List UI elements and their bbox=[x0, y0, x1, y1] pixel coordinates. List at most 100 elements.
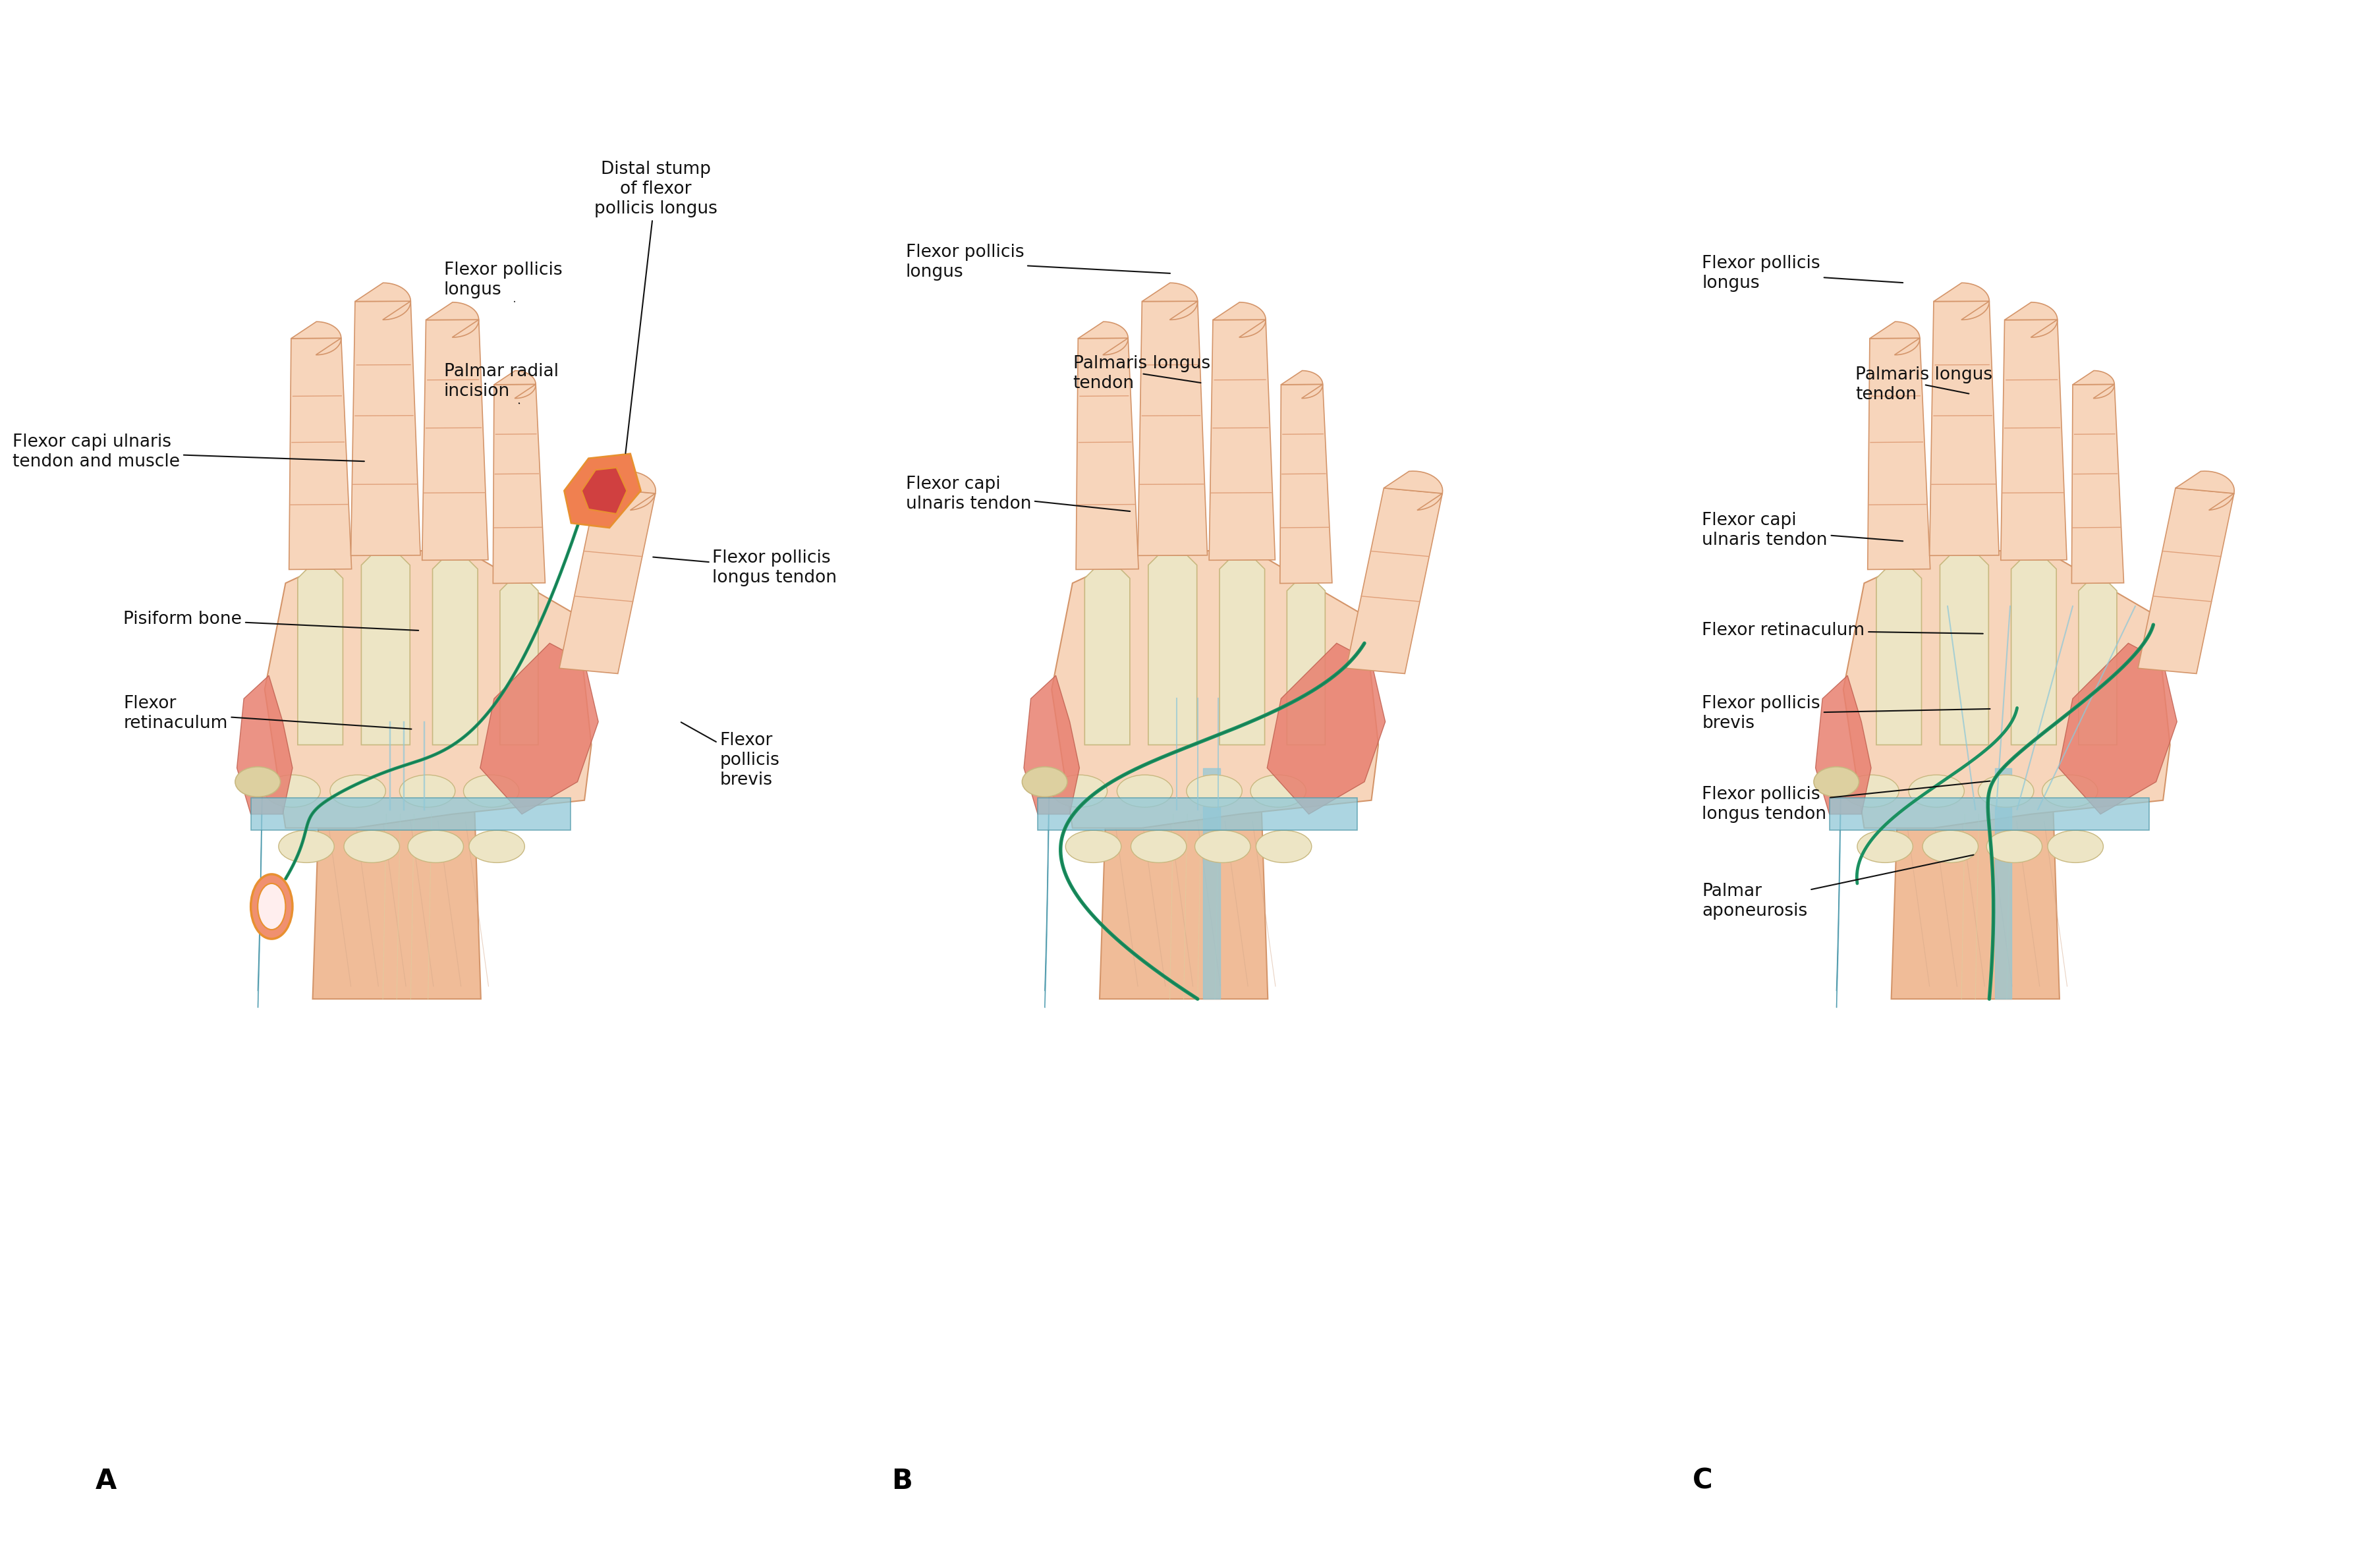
Text: Pisiform bone: Pisiform bone bbox=[123, 612, 417, 630]
Polygon shape bbox=[1816, 676, 1872, 814]
Text: Flexor pollicis
longus tendon: Flexor pollicis longus tendon bbox=[1702, 781, 1990, 823]
Polygon shape bbox=[1148, 555, 1198, 745]
Ellipse shape bbox=[1250, 775, 1306, 808]
Polygon shape bbox=[2080, 583, 2117, 745]
Polygon shape bbox=[314, 768, 481, 999]
Text: Flexor pollicis
longus: Flexor pollicis longus bbox=[443, 262, 561, 301]
Polygon shape bbox=[1210, 320, 1276, 560]
Ellipse shape bbox=[1186, 775, 1243, 808]
Ellipse shape bbox=[1118, 775, 1172, 808]
Polygon shape bbox=[290, 321, 342, 354]
Polygon shape bbox=[1384, 470, 1443, 510]
Ellipse shape bbox=[465, 775, 519, 808]
Ellipse shape bbox=[1052, 775, 1108, 808]
Text: Distal stump
of flexor
pollicis longus: Distal stump of flexor pollicis longus bbox=[594, 160, 717, 453]
Polygon shape bbox=[1280, 384, 1332, 583]
Polygon shape bbox=[1141, 282, 1198, 320]
Ellipse shape bbox=[257, 883, 285, 930]
Polygon shape bbox=[2139, 488, 2233, 674]
Text: Flexor
pollicis
brevis: Flexor pollicis brevis bbox=[681, 723, 780, 789]
Polygon shape bbox=[1266, 643, 1384, 814]
Text: Flexor retinaculum: Flexor retinaculum bbox=[1702, 622, 1983, 640]
Polygon shape bbox=[1830, 798, 2148, 831]
Ellipse shape bbox=[1978, 775, 2033, 808]
Ellipse shape bbox=[1196, 831, 1250, 862]
Text: Flexor capi ulnaris
tendon and muscle: Flexor capi ulnaris tendon and muscle bbox=[12, 433, 363, 470]
Polygon shape bbox=[1099, 768, 1269, 999]
Polygon shape bbox=[1023, 676, 1080, 814]
Polygon shape bbox=[493, 384, 545, 583]
Polygon shape bbox=[1870, 321, 1919, 354]
Polygon shape bbox=[351, 301, 420, 555]
Ellipse shape bbox=[1858, 831, 1912, 862]
Text: Flexor capi
ulnaris tendon: Flexor capi ulnaris tendon bbox=[1702, 511, 1903, 549]
Ellipse shape bbox=[264, 775, 321, 808]
Ellipse shape bbox=[1985, 831, 2042, 862]
Polygon shape bbox=[1085, 569, 1129, 745]
Text: Flexor pollicis
longus: Flexor pollicis longus bbox=[905, 245, 1170, 281]
Polygon shape bbox=[422, 320, 488, 560]
Text: Palmaris longus
tendon: Palmaris longus tendon bbox=[1073, 356, 1210, 392]
Text: Flexor pollicis
brevis: Flexor pollicis brevis bbox=[1702, 695, 1990, 732]
Text: A: A bbox=[94, 1468, 116, 1494]
Ellipse shape bbox=[330, 775, 387, 808]
Ellipse shape bbox=[1021, 767, 1068, 797]
Text: Palmaris longus
tendon: Palmaris longus tendon bbox=[1856, 367, 1993, 403]
Text: Flexor capi
ulnaris tendon: Flexor capi ulnaris tendon bbox=[905, 475, 1129, 513]
Polygon shape bbox=[1287, 583, 1325, 745]
Text: Flexor pollicis
longus tendon: Flexor pollicis longus tendon bbox=[653, 549, 837, 586]
Polygon shape bbox=[1139, 301, 1207, 555]
Polygon shape bbox=[564, 453, 641, 528]
Polygon shape bbox=[2000, 320, 2066, 560]
Ellipse shape bbox=[1257, 831, 1311, 862]
Polygon shape bbox=[1280, 370, 1323, 398]
Polygon shape bbox=[2176, 470, 2235, 510]
Polygon shape bbox=[1934, 282, 1990, 320]
Polygon shape bbox=[1929, 301, 2000, 555]
Polygon shape bbox=[2073, 370, 2115, 398]
Polygon shape bbox=[1868, 339, 1931, 569]
Ellipse shape bbox=[278, 831, 335, 862]
Ellipse shape bbox=[344, 831, 399, 862]
Polygon shape bbox=[356, 282, 410, 320]
Ellipse shape bbox=[250, 875, 292, 939]
Ellipse shape bbox=[236, 767, 281, 797]
Polygon shape bbox=[582, 467, 627, 514]
Text: B: B bbox=[891, 1468, 913, 1494]
Text: C: C bbox=[1693, 1468, 1712, 1494]
Polygon shape bbox=[495, 370, 535, 398]
Text: Flexor
retinaculum: Flexor retinaculum bbox=[123, 695, 410, 732]
Polygon shape bbox=[264, 550, 592, 828]
Ellipse shape bbox=[469, 831, 523, 862]
Polygon shape bbox=[559, 488, 656, 674]
Ellipse shape bbox=[2047, 831, 2103, 862]
Polygon shape bbox=[1877, 569, 1922, 745]
Polygon shape bbox=[2004, 303, 2059, 337]
Polygon shape bbox=[297, 569, 342, 745]
Polygon shape bbox=[1075, 339, 1139, 569]
Ellipse shape bbox=[1922, 831, 1978, 862]
Ellipse shape bbox=[1132, 831, 1186, 862]
Text: Flexor pollicis
longus: Flexor pollicis longus bbox=[1702, 256, 1903, 292]
Ellipse shape bbox=[1813, 767, 1858, 797]
Polygon shape bbox=[1038, 798, 1358, 831]
Ellipse shape bbox=[2042, 775, 2099, 808]
Polygon shape bbox=[290, 339, 351, 569]
Polygon shape bbox=[1891, 768, 2059, 999]
Ellipse shape bbox=[399, 775, 455, 808]
Polygon shape bbox=[2073, 384, 2125, 583]
Polygon shape bbox=[361, 555, 410, 745]
Polygon shape bbox=[427, 303, 479, 337]
Polygon shape bbox=[1941, 555, 1988, 745]
Polygon shape bbox=[1052, 550, 1379, 828]
Ellipse shape bbox=[1844, 775, 1898, 808]
Text: Palmar radial
incision: Palmar radial incision bbox=[443, 364, 559, 403]
Polygon shape bbox=[432, 560, 479, 745]
Polygon shape bbox=[250, 798, 571, 831]
Polygon shape bbox=[500, 583, 538, 745]
Polygon shape bbox=[2011, 560, 2056, 745]
Polygon shape bbox=[1212, 303, 1266, 337]
Polygon shape bbox=[236, 676, 292, 814]
Polygon shape bbox=[597, 470, 656, 510]
Polygon shape bbox=[1219, 560, 1264, 745]
